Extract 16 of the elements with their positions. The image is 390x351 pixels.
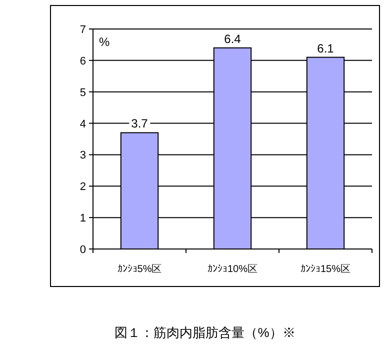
y-tick-label: 1 — [80, 212, 86, 225]
x-tick-label: ｶﾝｼｮ10%区 — [207, 264, 258, 275]
y-axis-title: % — [99, 35, 110, 49]
x-tick-label: ｶﾝｼｮ15%区 — [300, 264, 351, 275]
y-tick-label: 3 — [80, 150, 86, 162]
data-label: 6.1 — [317, 41, 334, 56]
data-label: 6.4 — [224, 32, 242, 46]
y-tick-label: 6 — [80, 55, 86, 68]
y-tick-label: 5 — [80, 86, 86, 99]
data-label: 3.7 — [131, 116, 148, 131]
y-tick-label: 4 — [80, 118, 86, 130]
text: 図１：筋肉内脂肪含量（%）※ — [114, 325, 296, 340]
y-tick-label: 7 — [80, 24, 86, 36]
x-tick-label: ｶﾝｼｮ5%区 — [117, 264, 162, 275]
y-tick-label: 2 — [80, 181, 86, 194]
y-tick-label: 0 — [80, 244, 86, 256]
